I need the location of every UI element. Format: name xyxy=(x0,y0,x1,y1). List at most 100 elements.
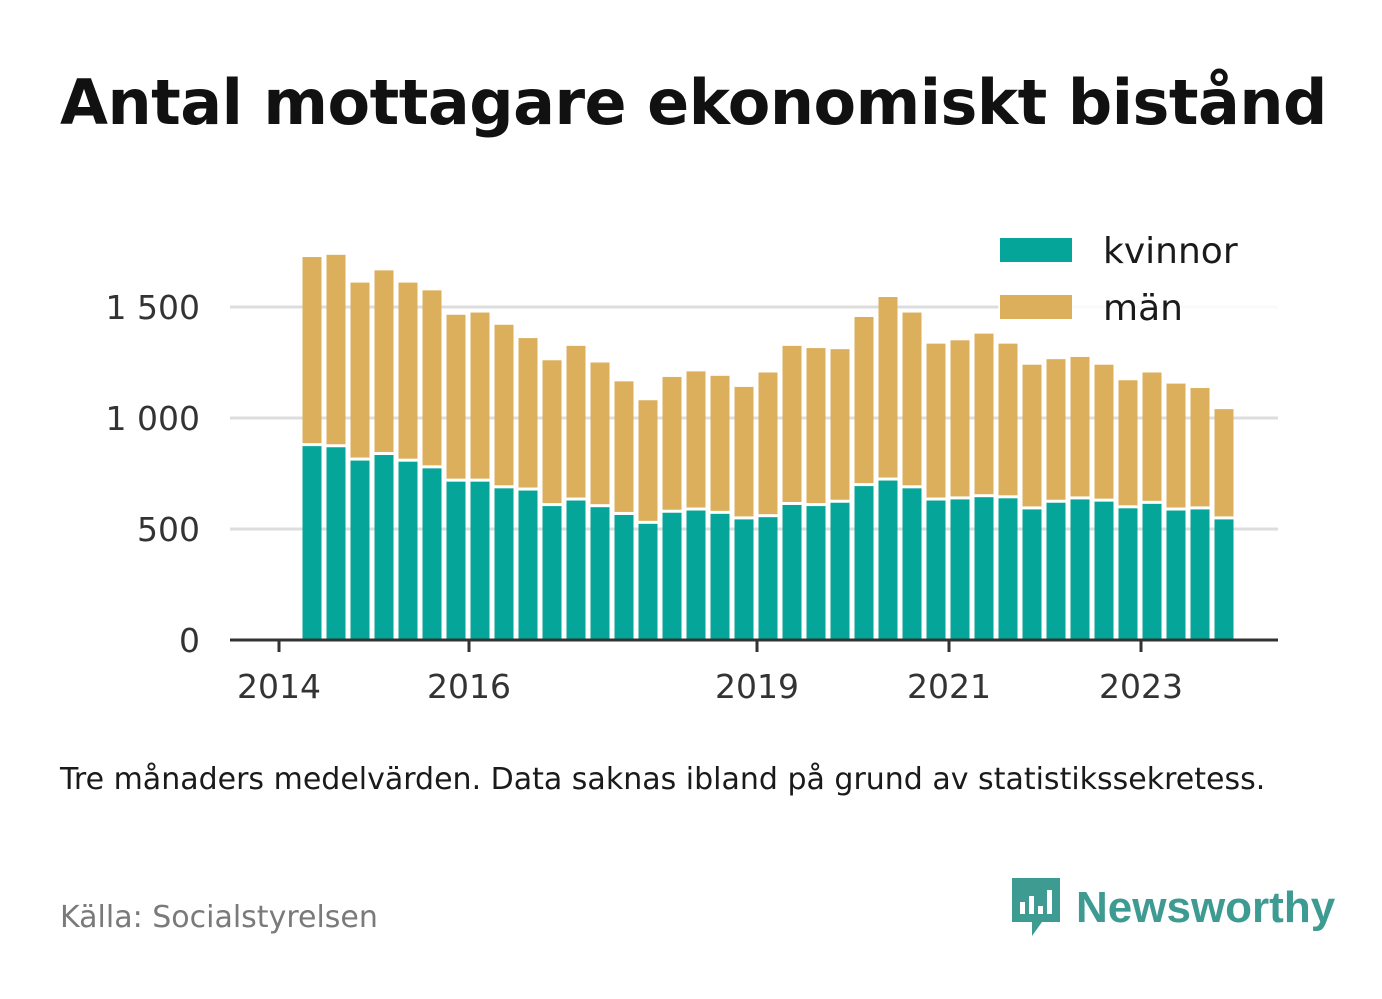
bar-man xyxy=(590,362,610,505)
bar-man xyxy=(662,376,682,510)
bar-kvinnor xyxy=(1070,499,1090,640)
bar-man xyxy=(830,349,850,500)
bar-man xyxy=(974,333,994,495)
bar-man xyxy=(854,316,874,484)
newsworthy-brand[interactable]: Newsworthy xyxy=(1010,876,1335,940)
x-tick-label: 2021 xyxy=(907,667,991,706)
bar-kvinnor xyxy=(1166,510,1186,640)
bar-kvinnor xyxy=(974,497,994,640)
x-tick-label: 2016 xyxy=(427,667,511,706)
bar-kvinnor xyxy=(494,488,514,640)
bar-kvinnor xyxy=(758,517,778,640)
bar-kvinnor xyxy=(422,468,442,640)
bar-kvinnor xyxy=(518,490,538,640)
bar-kvinnor xyxy=(926,500,946,640)
bar-man xyxy=(302,257,322,444)
bar-kvinnor xyxy=(566,500,586,640)
bar-man xyxy=(1166,383,1186,508)
bar-kvinnor xyxy=(1094,501,1114,640)
bar-kvinnor xyxy=(1142,503,1162,640)
bar-kvinnor xyxy=(1022,509,1042,640)
axes: 2014 2016 2019 2021 2023 xyxy=(230,638,1278,706)
bar-kvinnor xyxy=(302,446,322,640)
bar-kvinnor xyxy=(350,460,370,640)
bar-kvinnor xyxy=(446,481,466,640)
bar-man xyxy=(1190,388,1210,507)
bar-kvinnor xyxy=(614,514,634,640)
legend-label: kvinnor xyxy=(1103,231,1238,272)
bar-man xyxy=(1022,364,1042,507)
bar-kvinnor xyxy=(998,498,1018,640)
bar-chart-speech-bubble-icon xyxy=(1012,878,1060,936)
bar-kvinnor xyxy=(1046,502,1066,640)
bar-kvinnor xyxy=(854,486,874,640)
bar-man xyxy=(734,386,754,517)
bar-man xyxy=(1214,409,1234,517)
x-tick-label: 2023 xyxy=(1099,667,1183,706)
bar-man xyxy=(950,340,970,497)
bar-man xyxy=(1142,372,1162,501)
x-tick-label: 2014 xyxy=(237,667,321,706)
y-tick-label: 0 xyxy=(179,621,200,660)
bar-kvinnor xyxy=(374,455,394,640)
chart-title: Antal mottagare ekonomiskt bistånd xyxy=(60,66,1327,139)
bar-kvinnor xyxy=(662,512,682,640)
bar-man xyxy=(398,282,418,459)
bar-man xyxy=(542,360,562,504)
bar-kvinnor xyxy=(950,499,970,640)
y-tick-label: 1 500 xyxy=(106,288,200,327)
bar-kvinnor xyxy=(1214,519,1234,640)
source-credit: Källa: Socialstyrelsen xyxy=(60,900,378,935)
bar-man xyxy=(374,270,394,453)
legend: kvinnor män xyxy=(998,226,1278,338)
bar-man xyxy=(350,282,370,458)
brand-name: Newsworthy xyxy=(1076,883,1336,932)
bar-man xyxy=(782,345,802,502)
x-tick-label: 2019 xyxy=(715,667,799,706)
bar-kvinnor xyxy=(542,506,562,640)
bar-man xyxy=(518,338,538,488)
bar-man xyxy=(1046,359,1066,500)
bar-man xyxy=(638,400,658,521)
bar-kvinnor xyxy=(398,461,418,640)
bar-kvinnor xyxy=(326,447,346,640)
bar-man xyxy=(494,324,514,486)
bar-man xyxy=(422,290,442,466)
legend-label: män xyxy=(1103,288,1183,329)
y-tick-label: 1 000 xyxy=(106,399,200,438)
bar-man xyxy=(446,314,466,479)
bar-kvinnor xyxy=(734,519,754,640)
bar-man xyxy=(1094,364,1114,499)
bar-man xyxy=(566,345,586,498)
bar-kvinnor xyxy=(1190,509,1210,640)
bar-man xyxy=(758,372,778,515)
bar-man xyxy=(926,343,946,498)
bar-kvinnor xyxy=(830,502,850,640)
bar-kvinnor xyxy=(902,488,922,640)
bar-kvinnor xyxy=(806,506,826,640)
bars xyxy=(302,254,1234,640)
bar-man xyxy=(686,371,706,508)
bar-man xyxy=(878,297,898,478)
bar-kvinnor xyxy=(590,507,610,640)
bar-kvinnor xyxy=(638,523,658,640)
legend-swatch-kvinnor xyxy=(1000,238,1072,262)
bar-kvinnor xyxy=(470,481,490,640)
chart-note: Tre månaders medelvärden. Data saknas ib… xyxy=(60,762,1266,797)
bar-kvinnor xyxy=(686,510,706,640)
bar-kvinnor xyxy=(710,513,730,640)
bar-man xyxy=(470,312,490,479)
bar-man xyxy=(998,343,1018,496)
legend-swatch-man xyxy=(1000,295,1072,319)
bar-man xyxy=(902,312,922,486)
bar-man xyxy=(1070,356,1090,497)
bar-kvinnor xyxy=(878,480,898,640)
bar-kvinnor xyxy=(782,504,802,640)
bar-man xyxy=(614,381,634,512)
bar-man xyxy=(710,375,730,511)
y-tick-label: 500 xyxy=(137,510,200,549)
bar-kvinnor xyxy=(1118,508,1138,640)
bar-man xyxy=(326,254,346,445)
bar-man xyxy=(1118,380,1138,506)
